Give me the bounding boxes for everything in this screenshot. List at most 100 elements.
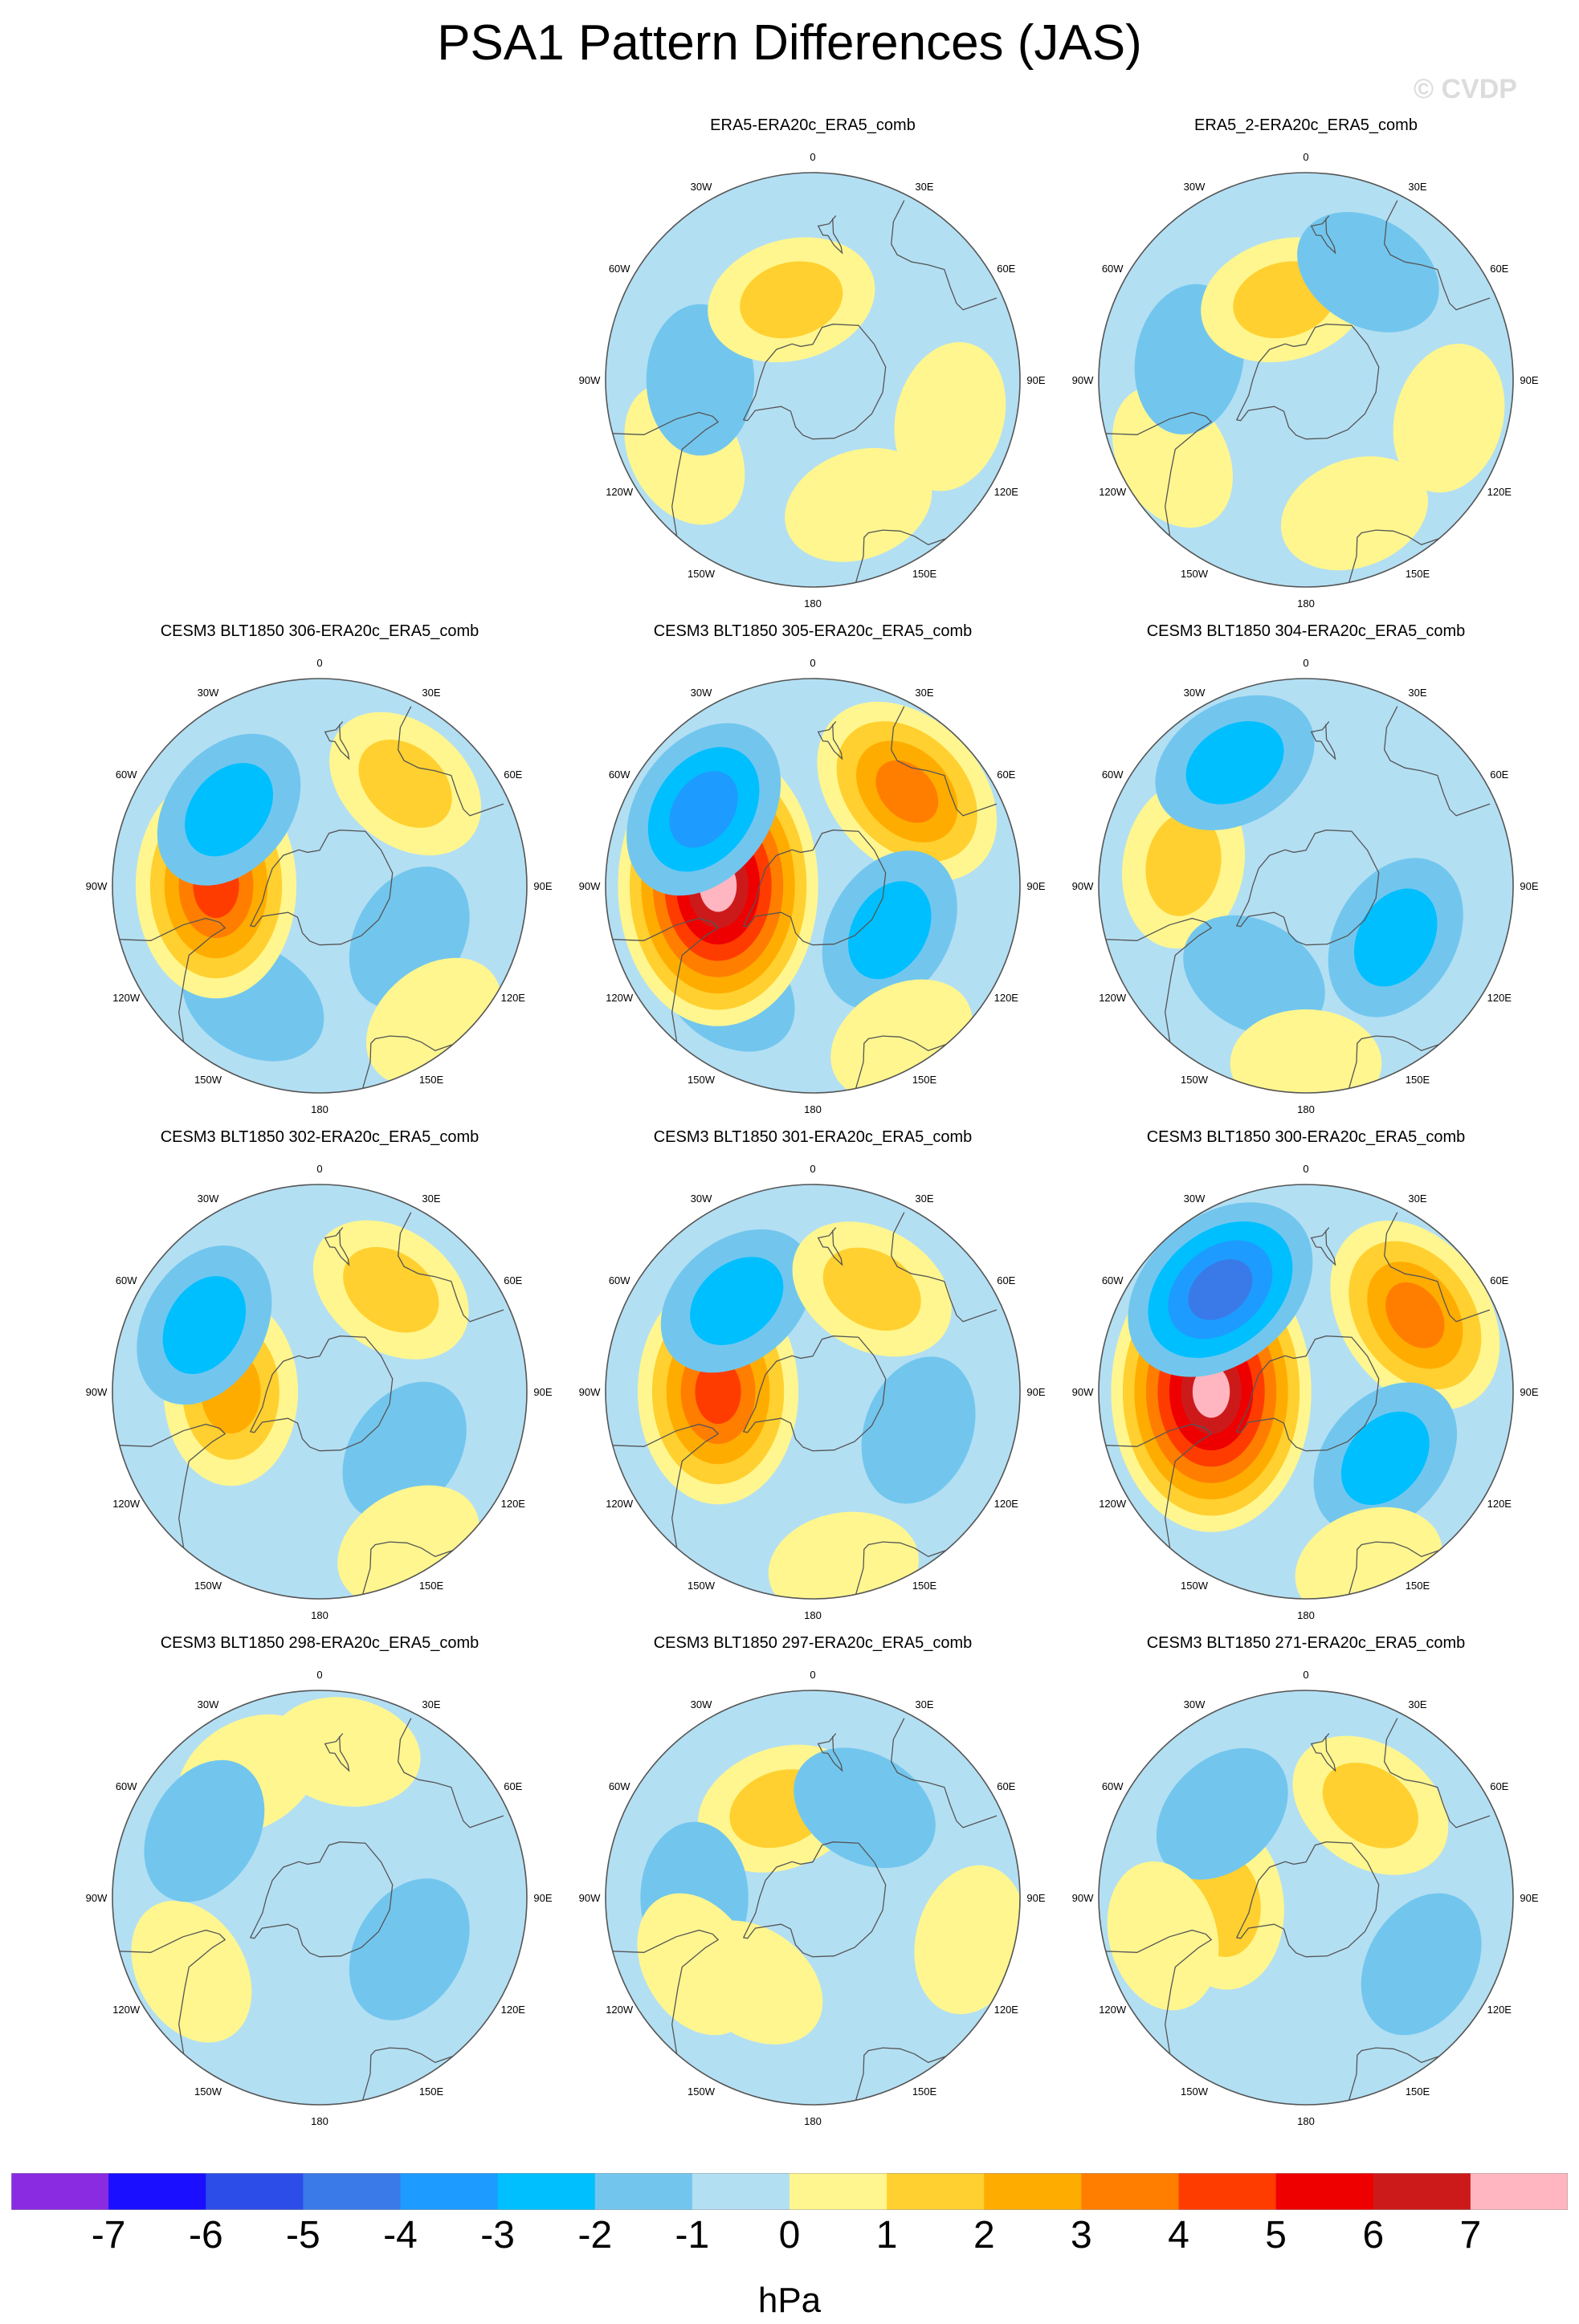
longitude-label: 90E xyxy=(1520,1892,1538,1904)
continent-coastline xyxy=(1348,1541,1440,1595)
map-border xyxy=(112,1690,528,2106)
continent-coastline xyxy=(398,1718,504,1829)
longitude-label: 150E xyxy=(912,1074,937,1086)
colorbar-tick-label: -6 xyxy=(188,2214,223,2257)
colorbar-segment xyxy=(206,2173,304,2210)
continent-coastline xyxy=(1105,1929,1213,2054)
anomaly-contour xyxy=(1107,1861,1219,2011)
anomaly-contour xyxy=(683,1920,823,2045)
longitude-label: 60E xyxy=(997,769,1015,781)
longitude-label: 120W xyxy=(606,1498,634,1510)
longitude-label: 90W xyxy=(579,880,601,892)
longitude-label: 90E xyxy=(1520,374,1538,386)
panel-title: ERA5-ERA20c_ERA5_comb xyxy=(710,116,916,134)
colorbar-tick-label: -5 xyxy=(286,2214,320,2257)
longitude-label: 120W xyxy=(606,2004,634,2016)
map-border xyxy=(112,678,528,1094)
longitude-label: 30W xyxy=(1184,1193,1206,1205)
longitude-label: 0 xyxy=(1303,657,1308,669)
colorbar-tick-label: 2 xyxy=(973,2214,995,2257)
longitude-label: 120E xyxy=(501,2004,526,2016)
polar-map: 0 30E 60E 90E 120E 150E 180 150W 120W 90W 60W 30W xyxy=(1072,657,1539,1115)
longitude-label: 90W xyxy=(579,1386,601,1398)
panel-title: CESM3 BLT1850 298-ERA20c_ERA5_comb xyxy=(160,1634,479,1652)
longitude-label: 60E xyxy=(1490,1274,1508,1286)
longitude-label: 0 xyxy=(810,657,815,669)
colorbar-tick-label: 5 xyxy=(1265,2214,1287,2257)
anomaly-contour xyxy=(822,1247,921,1331)
map-panel: CESM3 BLT1850 305-ERA20c_ERA5_comb 0 30E 60… xyxy=(572,622,1054,1120)
longitude-label: 60W xyxy=(1102,1780,1124,1792)
longitude-label: 150E xyxy=(912,2085,937,2098)
continent-coastline xyxy=(119,917,226,1042)
longitude-label: 150E xyxy=(419,1580,444,1592)
longitude-label: 150E xyxy=(419,1074,444,1086)
anomaly-contour xyxy=(794,1747,936,1869)
map-panel: CESM3 BLT1850 302-ERA20c_ERA5_comb 0 30E 60… xyxy=(79,1128,561,1626)
antarctica-coastline xyxy=(742,324,887,440)
antarctica-coastline xyxy=(249,830,394,946)
polar-map: 0 30E 60E 90E 120E 150E 180 150W 120W 90W 60W 30W xyxy=(86,657,553,1115)
longitude-label: 60E xyxy=(504,1274,522,1286)
longitude-label: 90W xyxy=(1072,1386,1094,1398)
colorbar xyxy=(11,2173,1568,2210)
panel-title: CESM3 BLT1850 271-ERA20c_ERA5_comb xyxy=(1146,1634,1466,1652)
longitude-label: 120E xyxy=(1487,2004,1512,2016)
panel-title: CESM3 BLT1850 302-ERA20c_ERA5_comb xyxy=(160,1128,479,1146)
longitude-label: 0 xyxy=(810,151,815,163)
anomaly-contour xyxy=(1385,1282,1445,1348)
longitude-label: 60E xyxy=(1490,263,1508,275)
colorbar-tick-label: 1 xyxy=(875,2214,898,2257)
polar-map: 0 30E 60E 90E 120E 150E 180 150W 120W 90W 60W 30W xyxy=(579,1669,1046,2127)
longitude-label: 120W xyxy=(1099,992,1127,1004)
continent-coastline xyxy=(817,1227,843,1266)
longitude-label: 120W xyxy=(1099,2004,1127,2016)
longitude-label: 180 xyxy=(311,2115,328,2127)
colorbar-tick-label: 7 xyxy=(1459,2214,1482,2257)
continent-coastline xyxy=(855,529,947,583)
longitude-label: 120W xyxy=(1099,1498,1127,1510)
longitude-label: 120E xyxy=(994,2004,1019,2016)
antarctica-coastline xyxy=(249,1841,394,1958)
colorbar-segment xyxy=(984,2173,1082,2210)
longitude-label: 0 xyxy=(1303,151,1308,163)
colorbar-segment xyxy=(1373,2173,1471,2210)
continent-coastline xyxy=(612,917,720,1042)
longitude-label: 150E xyxy=(1406,568,1430,580)
longitude-label: 150W xyxy=(687,1074,716,1086)
continent-coastline xyxy=(1348,2047,1440,2101)
longitude-label: 150W xyxy=(1181,1580,1209,1592)
antarctica-coastline xyxy=(1235,830,1380,946)
longitude-label: 120E xyxy=(501,1498,526,1510)
longitude-label: 90E xyxy=(533,880,552,892)
longitude-label: 60E xyxy=(504,769,522,781)
longitude-label: 0 xyxy=(1303,1163,1308,1175)
longitude-label: 120W xyxy=(112,2004,141,2016)
continent-coastline xyxy=(612,1929,720,2054)
antarctica-coastline xyxy=(1235,324,1380,440)
colorbar-segment xyxy=(594,2173,693,2210)
panel-title: CESM3 BLT1850 306-ERA20c_ERA5_comb xyxy=(160,622,479,640)
panel-title: CESM3 BLT1850 297-ERA20c_ERA5_comb xyxy=(653,1634,973,1652)
map-panel: CESM3 BLT1850 297-ERA20c_ERA5_comb 0 30E 60… xyxy=(572,1634,1054,2132)
continent-coastline xyxy=(1310,1733,1336,1772)
anomaly-contour xyxy=(785,447,932,562)
longitude-label: 150E xyxy=(1406,1074,1430,1086)
longitude-label: 30E xyxy=(1408,1698,1426,1710)
longitude-label: 90E xyxy=(533,1386,552,1398)
longitude-label: 150E xyxy=(1406,2085,1430,2098)
longitude-label: 120W xyxy=(112,992,141,1004)
panel-title: CESM3 BLT1850 304-ERA20c_ERA5_comb xyxy=(1146,622,1466,640)
continent-coastline xyxy=(612,1423,720,1548)
longitude-label: 180 xyxy=(311,1103,328,1115)
longitude-label: 60E xyxy=(1490,769,1508,781)
colorbar-tick-label: -4 xyxy=(383,2214,418,2257)
anomaly-contour xyxy=(1393,343,1505,493)
colorbar-segment xyxy=(1470,2173,1568,2210)
longitude-label: 30E xyxy=(1408,181,1426,193)
continent-coastline xyxy=(361,1541,454,1595)
anomaly-contour xyxy=(875,760,939,823)
continent-coastline xyxy=(324,1227,350,1266)
longitude-label: 180 xyxy=(804,1103,822,1115)
polar-map: 0 30E 60E 90E 120E 150E 180 150W 120W 90W 60W 30W xyxy=(1072,1163,1539,1621)
